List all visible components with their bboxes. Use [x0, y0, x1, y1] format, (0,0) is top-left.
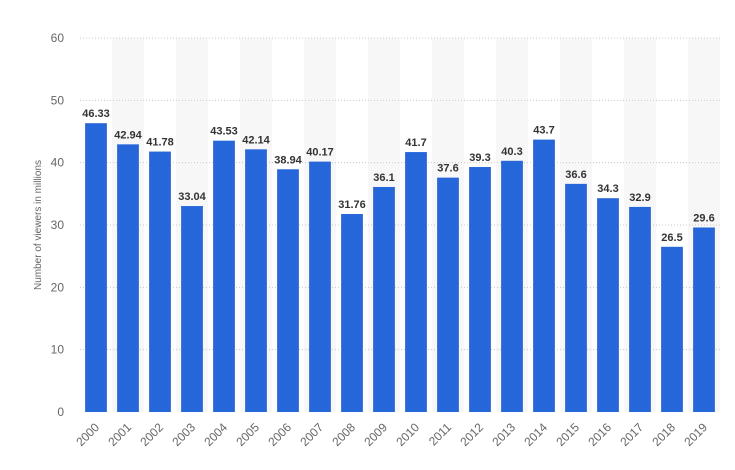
y-tick-label: 60 [51, 31, 65, 45]
x-tick-label: 2012 [457, 420, 486, 449]
bar [277, 169, 299, 412]
bar [341, 214, 363, 412]
y-tick-label: 30 [51, 218, 65, 232]
bar [469, 167, 491, 412]
bar [85, 123, 107, 413]
data-label: 41.7 [405, 137, 426, 149]
bar [117, 144, 139, 412]
x-tick-label: 2018 [649, 420, 678, 449]
data-label: 32.9 [629, 192, 650, 204]
x-tick-label: 2005 [233, 420, 262, 449]
x-tick-label: 2017 [617, 420, 646, 449]
y-tick-label: 10 [51, 343, 65, 357]
bar [565, 183, 587, 412]
bar [149, 151, 171, 412]
y-tick-label: 50 [51, 93, 65, 107]
y-tick-label: 20 [51, 280, 65, 294]
bar [629, 206, 651, 412]
data-label: 26.5 [661, 232, 682, 244]
bar [245, 149, 267, 412]
x-tick-label: 2011 [426, 420, 454, 448]
bars [85, 123, 715, 413]
bar [405, 152, 427, 412]
x-tick-label: 2000 [73, 420, 102, 449]
data-label: 31.76 [338, 199, 366, 211]
data-label: 34.3 [597, 183, 618, 195]
y-axis-ticks: 0 10 20 30 40 50 60 [51, 31, 65, 419]
x-tick-label: 2016 [585, 420, 614, 449]
data-label: 40.17 [306, 147, 334, 159]
bar [213, 140, 235, 412]
x-tick-label: 2008 [329, 420, 358, 449]
bar [597, 198, 619, 412]
data-label: 42.94 [114, 129, 142, 141]
x-tick-label: 2003 [169, 420, 198, 449]
data-label: 43.53 [210, 126, 238, 138]
x-tick-label: 2004 [201, 420, 230, 449]
bar [693, 227, 715, 412]
data-label: 46.33 [82, 108, 110, 120]
x-tick-label: 2002 [137, 420, 166, 449]
x-tick-label: 2006 [265, 420, 294, 449]
x-tick-label: 2013 [489, 420, 518, 449]
bar [181, 206, 203, 412]
bar [501, 160, 523, 412]
data-labels: 46.33 42.94 41.78 33.04 43.53 42.14 38.94 40.17… [82, 108, 714, 244]
bar [309, 161, 331, 412]
data-label: 42.14 [242, 134, 270, 146]
bar [661, 246, 683, 412]
data-label: 39.3 [469, 152, 490, 164]
y-tick-label: 40 [51, 156, 65, 170]
data-label: 33.04 [178, 191, 206, 203]
bar [533, 139, 555, 412]
data-label: 40.3 [501, 146, 522, 158]
y-axis-label: Number of viewers in millions [33, 160, 44, 290]
data-label: 41.78 [146, 137, 174, 149]
data-label: 38.94 [274, 154, 302, 166]
data-label: 29.6 [693, 212, 714, 224]
x-tick-label: 2001 [105, 420, 134, 449]
data-label: 36.1 [373, 172, 394, 184]
data-label: 43.7 [533, 125, 554, 137]
x-tick-label: 2009 [361, 420, 390, 449]
x-axis-ticks: 2000 2001 2002 2003 2004 2005 2006 2007 2008 2009… [73, 420, 710, 449]
x-tick-label: 2015 [553, 420, 582, 449]
x-tick-label: 2019 [681, 420, 710, 449]
x-tick-label: 2014 [521, 420, 550, 449]
y-tick-label: 0 [57, 405, 64, 419]
data-label: 36.6 [565, 169, 586, 181]
bar [373, 186, 395, 412]
bar [437, 177, 459, 412]
x-tick-label: 2010 [393, 420, 422, 449]
data-label: 37.6 [437, 163, 458, 175]
x-tick-label: 2007 [297, 420, 326, 449]
